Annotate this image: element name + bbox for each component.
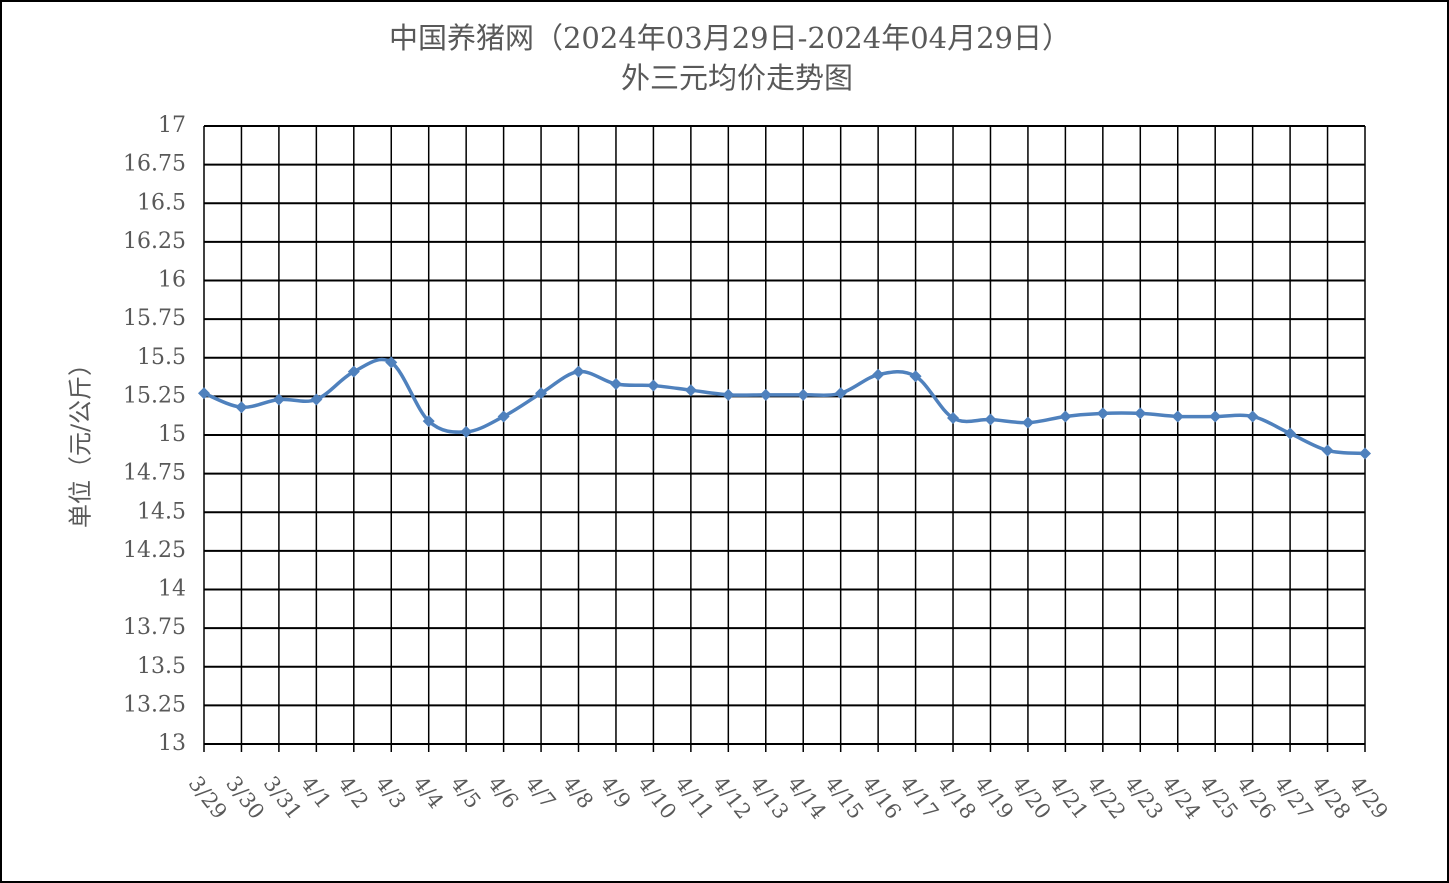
- marker: [347, 365, 360, 378]
- y-tick-label: 15.75: [123, 306, 186, 331]
- chart-subtitle: 外三元均价走势图: [621, 61, 853, 95]
- y-tick-label: 16.25: [123, 229, 186, 254]
- marker: [947, 412, 960, 425]
- marker: [797, 388, 810, 401]
- marker: [1359, 447, 1371, 460]
- y-tick-label: 14.5: [137, 499, 186, 524]
- y-tick-label: 14.25: [123, 538, 186, 563]
- y-tick-label: 14: [158, 577, 186, 602]
- marker: [310, 393, 323, 406]
- y-tick-label: 16: [158, 268, 186, 293]
- chart-title: 中国养猪网（2024年03月29日-2024年04月29日）: [389, 21, 1071, 55]
- marker: [984, 413, 997, 426]
- y-tick-label: 16.75: [123, 152, 186, 177]
- marker: [272, 393, 285, 406]
- y-tick-label: 14.75: [123, 461, 186, 486]
- marker: [535, 387, 548, 400]
- marker: [1171, 410, 1184, 423]
- marker: [722, 388, 735, 401]
- marker: [235, 401, 248, 414]
- marker: [609, 378, 622, 391]
- marker: [1246, 410, 1259, 423]
- y-tick-label: 15.5: [137, 345, 186, 370]
- marker: [572, 365, 585, 378]
- marker: [1321, 444, 1334, 457]
- marker: [1209, 410, 1222, 423]
- y-tick-label: 15: [158, 422, 186, 447]
- marker: [1284, 427, 1297, 440]
- y-tick-label: 13.25: [123, 692, 186, 717]
- marker: [684, 384, 697, 397]
- marker: [385, 356, 398, 369]
- marker: [1134, 407, 1147, 420]
- marker: [1096, 407, 1109, 420]
- y-tick-label: 13.75: [123, 615, 186, 640]
- marker: [460, 425, 473, 438]
- y-tick-label: 16.5: [137, 190, 186, 215]
- marker: [647, 379, 660, 392]
- y-tick-label: 13: [158, 731, 186, 756]
- marker: [834, 387, 847, 400]
- marker: [497, 410, 510, 423]
- y-tick-label: 13.5: [137, 654, 186, 679]
- marker: [198, 387, 210, 400]
- y-tick-label: 15.25: [123, 383, 186, 408]
- marker: [872, 368, 885, 381]
- marker: [1059, 410, 1072, 423]
- y-tick-label: 17: [158, 113, 186, 138]
- marker: [422, 415, 435, 428]
- marker: [1021, 416, 1034, 429]
- y-axis-label: 单位（元/公斤）: [67, 352, 95, 528]
- marker: [759, 388, 772, 401]
- marker: [909, 370, 922, 383]
